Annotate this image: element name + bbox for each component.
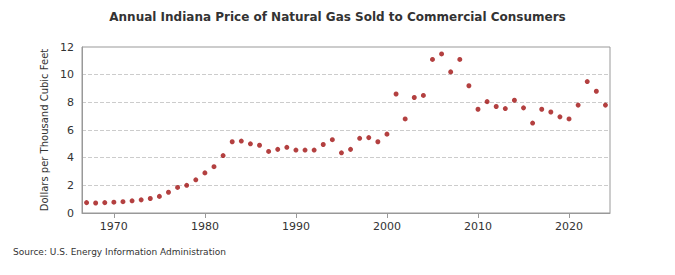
svg-text:4: 4 [67,151,74,164]
svg-text:1980: 1980 [191,220,219,233]
svg-text:12: 12 [60,41,74,54]
svg-text:8: 8 [67,96,74,109]
svg-text:1970: 1970 [100,220,128,233]
svg-text:2010: 2010 [464,220,492,233]
svg-text:2000: 2000 [373,220,401,233]
svg-text:Annual Indiana Price of Natura: Annual Indiana Price of Natural Gas Sold… [109,10,565,24]
svg-text:2: 2 [67,179,74,192]
svg-text:1990: 1990 [282,220,310,233]
svg-text:0: 0 [67,207,74,220]
svg-text:10: 10 [60,68,74,81]
svg-text:Source: U.S. Energy Informatio: Source: U.S. Energy Information Administ… [13,247,226,257]
svg-text:Dollars per Thousand Cubic Fee: Dollars per Thousand Cubic Feet [39,49,50,212]
svg-text:2020: 2020 [555,220,583,233]
svg-text:6: 6 [67,124,74,137]
